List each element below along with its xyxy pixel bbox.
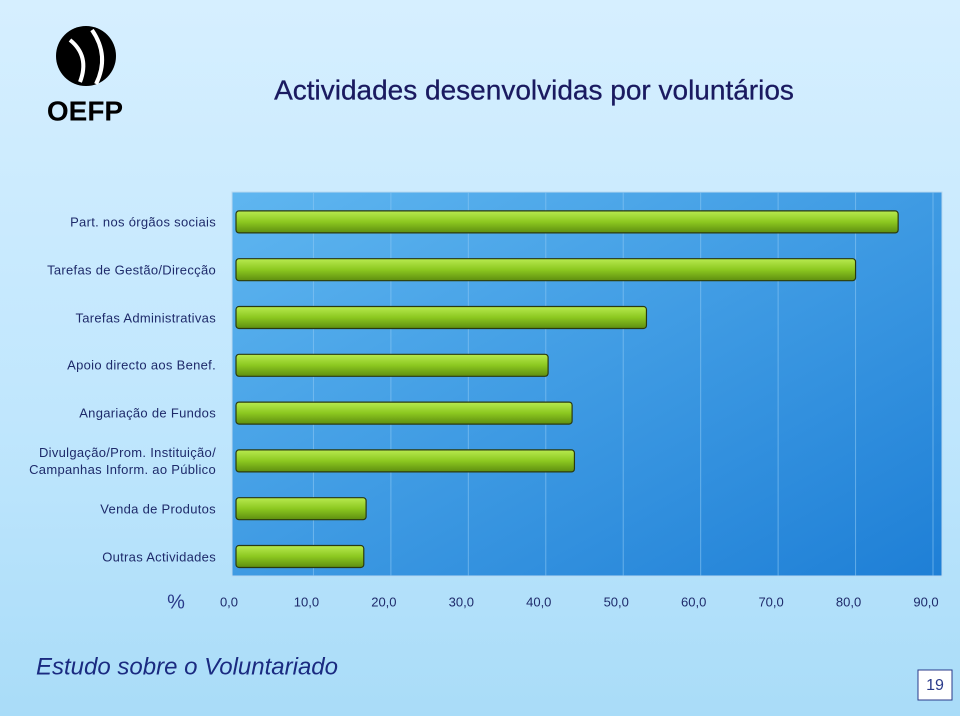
bar xyxy=(235,401,573,425)
footer-text: Estudo sobre o Voluntariado xyxy=(36,653,338,680)
y-tick-label: Tarefas Administrativas xyxy=(75,310,216,325)
y-tick-label: Tarefas de Gestão/Direcção xyxy=(47,262,216,278)
x-tick-label: 60,0 xyxy=(681,594,706,609)
page-number: 19 xyxy=(926,677,944,694)
y-tick-label: Divulgação/Prom. Instituição/ Campanhas … xyxy=(29,444,216,477)
y-tick-label: Part. nos órgãos sociais xyxy=(70,214,216,230)
x-tick-label: 80,0 xyxy=(836,594,861,609)
x-tick-label: 90,0 xyxy=(913,594,938,609)
y-tick-label: Outras Actividades xyxy=(102,549,216,564)
bar xyxy=(235,210,899,234)
logo-mark xyxy=(56,26,116,86)
x-tick-label: 30,0 xyxy=(449,594,474,609)
y-tick-label: Angariação de Fundos xyxy=(79,405,216,421)
bar xyxy=(235,353,549,377)
x-tick-label: 0,0 xyxy=(220,594,238,609)
x-axis-label: % xyxy=(167,591,185,613)
bar xyxy=(235,258,857,282)
bar xyxy=(235,544,365,569)
y-tick-label: Apoio directo aos Benef. xyxy=(67,357,216,373)
page-number-box xyxy=(917,669,953,701)
chart-title: Actividades desenvolvidas por voluntário… xyxy=(274,74,794,105)
bar xyxy=(235,305,648,330)
x-tick-label: 20,0 xyxy=(371,594,396,609)
x-tick-label: 40,0 xyxy=(526,594,551,609)
x-tick-label: 10,0 xyxy=(294,594,319,609)
bar xyxy=(235,449,576,473)
x-tick-label: 50,0 xyxy=(604,594,629,609)
logo-mark-detail xyxy=(68,28,104,85)
logo-text: OEFP xyxy=(47,95,123,126)
y-tick-label: Venda de Produtos xyxy=(100,501,216,517)
x-tick-label: 70,0 xyxy=(758,594,783,609)
bar xyxy=(235,497,367,521)
